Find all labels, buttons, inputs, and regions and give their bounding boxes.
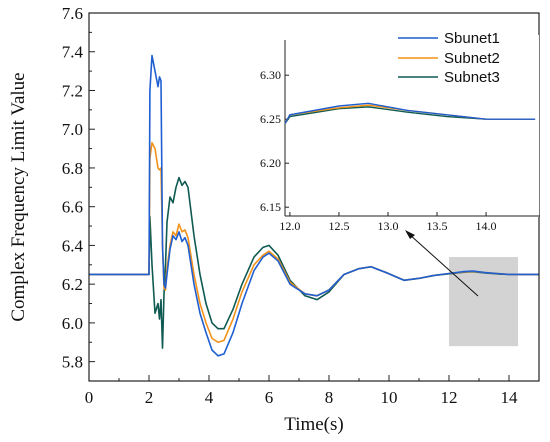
- y-tick-label: 7.4: [62, 43, 84, 62]
- inset-background: [283, 35, 539, 217]
- inset-y-tick-label: 6.15: [260, 200, 281, 214]
- legend: Sbunet1 Subnet2 Subnet3: [398, 30, 500, 86]
- x-tick-label: 4: [205, 388, 214, 407]
- inset-plot: 12.0 12.5 13.0 13.5 14.0 6.15 6.20 6.25 6.30: [260, 35, 540, 233]
- annotation-arrow: [408, 233, 479, 297]
- legend-label-series-3: Subnet3: [444, 69, 500, 86]
- series-line-1: [89, 54, 539, 357]
- y-axis-title: Complex Frequency Limit Value: [8, 72, 29, 321]
- inset-series-line-1: [284, 102, 536, 124]
- x-axis-title: Time(s): [284, 414, 343, 435]
- inset-y-tick-label: 6.20: [260, 156, 281, 170]
- inset-x-tick-label: 12.5: [328, 219, 349, 233]
- main-series-lines: [89, 54, 539, 357]
- x-tick-label: 14: [501, 388, 519, 407]
- inset-x-tick-label: 12.0: [279, 219, 300, 233]
- x-tick-label: 12: [441, 388, 458, 407]
- inset-x-tick-label: 13.5: [427, 219, 448, 233]
- x-tick-label: 0: [85, 388, 94, 407]
- annotation-arrowhead: [405, 230, 415, 239]
- inset-y-tick-label: 6.25: [260, 112, 281, 126]
- y-tick-label: 7.0: [62, 120, 83, 139]
- inset-y-tick-label: 6.30: [260, 68, 281, 82]
- y-tick-label: 5.8: [62, 353, 83, 372]
- highlight-region: [449, 257, 518, 347]
- inset-x-tick-label: 13.0: [377, 219, 398, 233]
- main-tick-labels: 0 2 4 6 8 10 12 14 5.8 6.0 6.2 6.4 6.6 6.8 7.0 7.2 7.4 7.…: [62, 4, 518, 407]
- y-tick-label: 6.8: [62, 159, 83, 178]
- x-tick-label: 10: [381, 388, 398, 407]
- inset-x-tick-label: 14.0: [476, 219, 497, 233]
- y-tick-label: 7.6: [62, 4, 83, 23]
- legend-label-series-2: Subnet2: [444, 50, 500, 67]
- x-tick-label: 2: [145, 388, 154, 407]
- inset-series-lines: [284, 102, 536, 124]
- y-tick-label: 6.4: [62, 236, 84, 255]
- y-tick-label: 6.6: [62, 198, 83, 217]
- legend-label-series-1: Sbunet1: [444, 30, 500, 47]
- inset-ticks: 12.0 12.5 13.0 13.5 14.0 6.15 6.20 6.25 6.30: [260, 68, 497, 233]
- y-tick-label: 6.2: [62, 275, 83, 294]
- x-tick-label: 8: [325, 388, 334, 407]
- y-tick-label: 7.2: [62, 81, 83, 100]
- y-tick-label: 6.0: [62, 314, 83, 333]
- x-tick-label: 6: [265, 388, 274, 407]
